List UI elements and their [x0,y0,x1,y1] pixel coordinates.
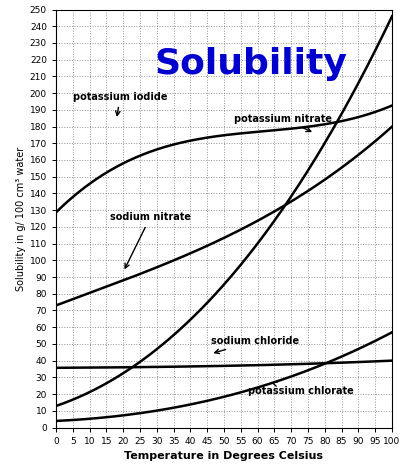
X-axis label: Temperature in Degrees Celsius: Temperature in Degrees Celsius [124,451,324,461]
Text: potassium nitrate: potassium nitrate [234,114,332,132]
Y-axis label: Solubility in g/ 100 cm³ water: Solubility in g/ 100 cm³ water [16,146,26,291]
Text: sodium chloride: sodium chloride [210,336,299,353]
Text: Solubility: Solubility [154,47,347,81]
Text: sodium nitrate: sodium nitrate [110,212,191,268]
Text: potassium chlorate: potassium chlorate [248,382,353,396]
Text: potassium iodide: potassium iodide [73,92,167,115]
